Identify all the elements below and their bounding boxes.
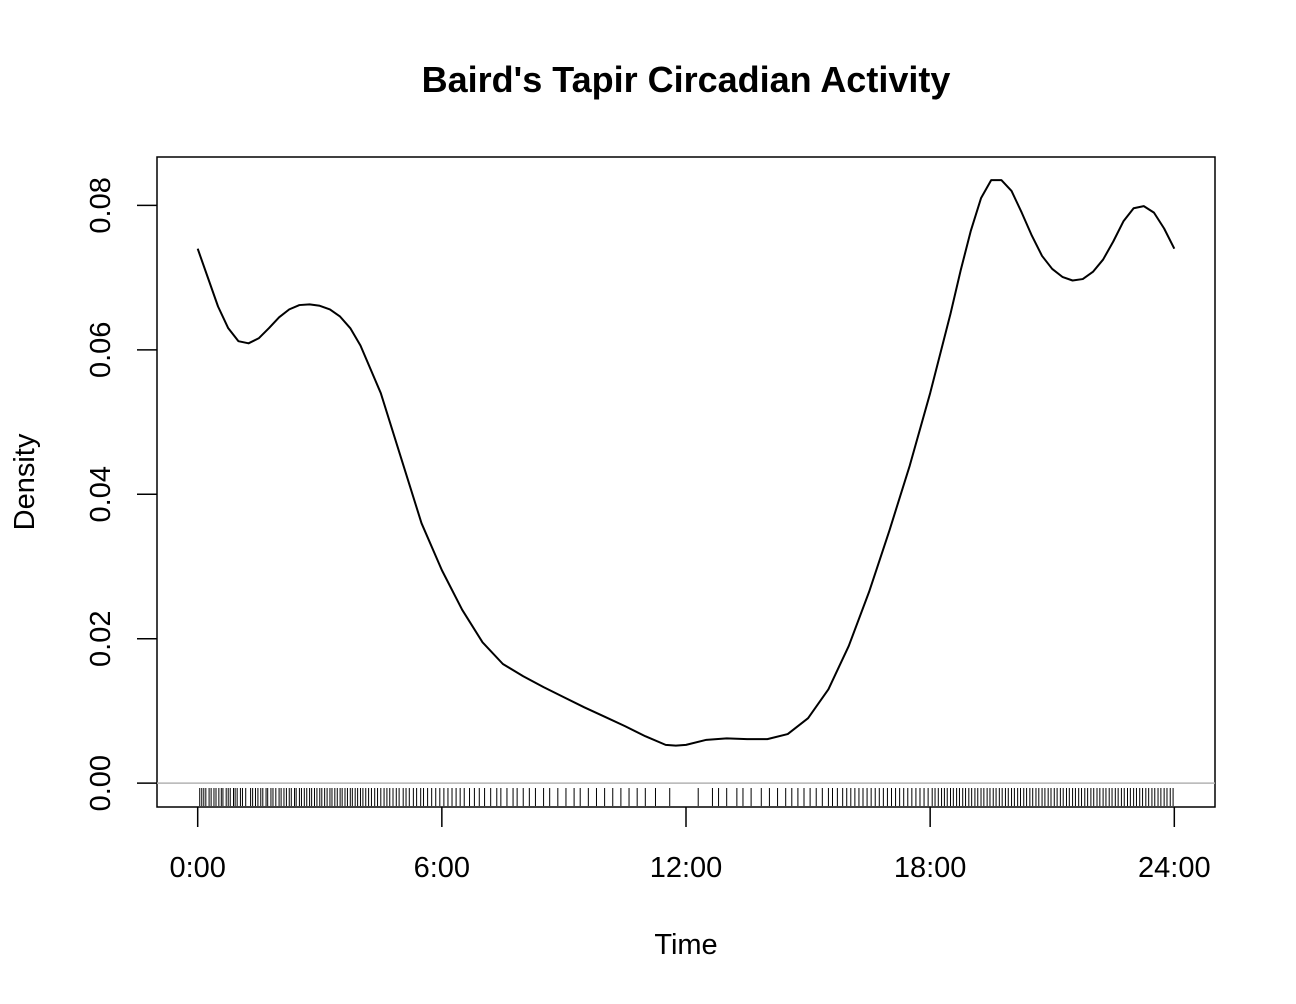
x-tick-label: 18:00: [894, 852, 967, 884]
chart-title: Baird's Tapir Circadian Activity: [422, 59, 951, 100]
x-tick-label: 6:00: [414, 852, 470, 884]
y-tick-label: 0.06: [85, 322, 117, 378]
x-tick-label: 12:00: [650, 852, 723, 884]
x-axis-label: Time: [654, 929, 717, 961]
rug-ticks: [199, 788, 1174, 806]
y-axis-label: Density: [9, 433, 41, 530]
x-tick-label: 0:00: [169, 852, 225, 884]
y-axis: 0.00 0.02 0.04 0.06 0.08: [85, 177, 157, 811]
y-tick-label: 0.02: [85, 610, 117, 666]
y-tick-label: 0.00: [85, 755, 117, 811]
series-layer: [196, 179, 1176, 747]
x-axis: 0:00 6:00 12:00 18:00 24:00: [169, 807, 1211, 884]
y-tick-label: 0.04: [85, 466, 117, 522]
plot-frame: [156, 156, 1216, 808]
y-tick-label: 0.08: [85, 177, 117, 233]
density-line: [196, 179, 1176, 747]
x-tick-label: 24:00: [1138, 852, 1211, 884]
